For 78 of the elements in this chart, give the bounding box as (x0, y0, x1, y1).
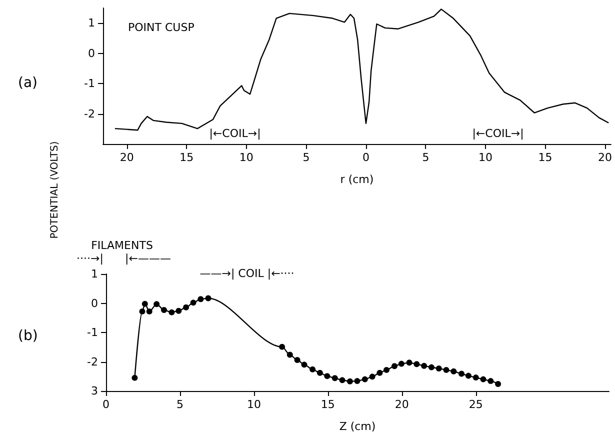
text: FILAMENTS (91, 239, 153, 252)
y-axis-title: POTENTIAL (VOLTS) (50, 141, 60, 239)
point (488, 378, 494, 384)
x-tick-label: 5 (176, 398, 184, 411)
y-tick-label: 1 (88, 16, 95, 30)
point (443, 366, 450, 373)
point (286, 352, 293, 358)
point (354, 378, 360, 384)
point (428, 364, 434, 370)
x-tick-label: 20 (598, 151, 612, 164)
point (421, 362, 428, 369)
point (398, 360, 404, 367)
point (384, 366, 390, 373)
point (279, 344, 286, 350)
text: |←——— (125, 252, 171, 265)
x-tick-label: 25 (468, 398, 483, 411)
y-tick-label: -1 (87, 326, 98, 339)
point (301, 362, 308, 368)
y-tick-label: 3 (91, 384, 98, 398)
annotation: |←COIL→| (209, 127, 261, 140)
annotation: POINT CUSP (128, 21, 195, 34)
x-tick-label: 15 (538, 151, 552, 164)
x-tick-label: 20 (120, 151, 134, 164)
point (332, 375, 338, 382)
point (190, 300, 196, 306)
y-tick-label: -2 (87, 355, 98, 368)
x-tick-label: 15 (180, 151, 194, 164)
point (183, 304, 190, 310)
point (198, 296, 204, 302)
point (161, 306, 167, 313)
point (369, 374, 376, 380)
x-axis-title: Z (cm) (339, 420, 376, 433)
point (450, 368, 457, 374)
y-tick-label: -1 (84, 77, 95, 90)
y-tick-label: 0 (88, 46, 95, 60)
x-tick-label: 15 (320, 398, 335, 411)
text: (a) (18, 75, 38, 91)
point (391, 363, 398, 370)
x-tick-label: 10 (246, 398, 261, 411)
point (458, 370, 465, 377)
point (168, 309, 175, 316)
point (139, 308, 146, 314)
point (339, 377, 346, 384)
x-tick-label: 0 (102, 398, 110, 411)
point (294, 356, 300, 363)
annotation: ——→| COIL |←···· (200, 267, 294, 280)
y-tick-label: 0 (91, 296, 98, 310)
point (316, 370, 323, 376)
point (472, 374, 479, 381)
x-tick-label: 5 (422, 151, 430, 164)
x-axis-title: r (cm) (340, 173, 374, 186)
point (465, 372, 472, 379)
point (406, 360, 412, 366)
point (436, 365, 442, 372)
point (176, 308, 182, 314)
text: ····→| (76, 252, 104, 265)
x-tick-label: 10 (478, 151, 492, 164)
x-tick-label: 20 (394, 398, 409, 411)
point (346, 378, 353, 384)
point (495, 380, 502, 387)
point (132, 374, 138, 381)
x-tick-label: 0 (362, 151, 370, 164)
point (154, 301, 160, 308)
y-tick-label: -2 (84, 107, 95, 120)
point (376, 370, 383, 376)
point (480, 376, 486, 382)
point (324, 373, 330, 380)
point (205, 295, 212, 302)
point (142, 300, 148, 307)
annotation: |←COIL→| (472, 127, 524, 140)
x-tick-label: 10 (239, 151, 254, 164)
y-tick-label: 1 (91, 268, 98, 280)
point (310, 366, 316, 372)
point (362, 376, 368, 382)
point (414, 361, 420, 368)
x-tick-label: 5 (302, 151, 310, 164)
text: (b) (18, 328, 38, 344)
point (146, 308, 152, 314)
